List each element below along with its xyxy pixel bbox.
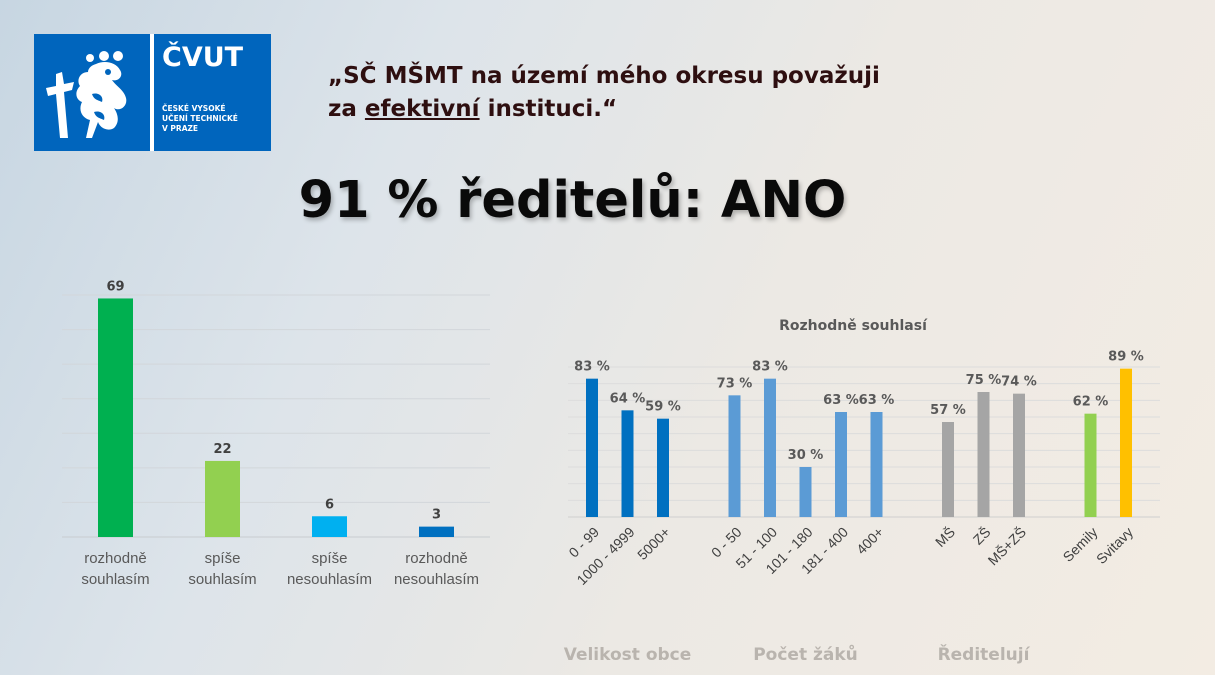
data-label: 83 % xyxy=(574,360,610,375)
bar xyxy=(419,526,454,537)
data-label: 74 % xyxy=(1001,375,1037,390)
question-line-1: „SČ MŠMT na území mého okresu považuji xyxy=(328,63,880,89)
data-label: 3 xyxy=(432,508,441,523)
category-label: Semily xyxy=(1060,524,1101,565)
question-line-2: za efektivní instituci.“ xyxy=(328,93,1028,126)
question-underlined-word: efektivní xyxy=(364,96,480,122)
logo-line-2: UČENÍ TECHNICKÉ xyxy=(162,114,238,123)
category-label: rozhodně xyxy=(84,550,147,567)
group-label: Počet žáků xyxy=(753,643,858,665)
category-label: MŠ xyxy=(932,524,958,550)
category-label: Svitavy xyxy=(1093,524,1136,567)
data-label: 62 % xyxy=(1073,395,1109,410)
logo-line-1: ČESKÉ VYSOKÉ xyxy=(162,104,226,113)
bar xyxy=(621,410,634,517)
bar xyxy=(835,412,847,517)
data-label: 6 xyxy=(325,497,334,512)
category-label: spíše xyxy=(312,550,348,567)
bar xyxy=(98,298,133,537)
data-label: 63 % xyxy=(859,393,895,408)
bar xyxy=(312,516,347,537)
logo-brand: ČVUT xyxy=(162,42,244,73)
group-label: Velikost obce xyxy=(564,645,692,665)
data-label: 30 % xyxy=(788,448,824,463)
data-label: 73 % xyxy=(717,376,753,391)
data-label: 59 % xyxy=(645,400,681,415)
cvut-logo: ČVUT ČESKÉ VYSOKÉ UČENÍ TECHNICKÉ V PRAZ… xyxy=(34,34,271,151)
survey-question: „SČ MŠMT na území mého okresu považuji z… xyxy=(328,60,1028,126)
data-label: 89 % xyxy=(1108,350,1144,365)
data-label: 75 % xyxy=(966,373,1002,388)
category-label: ZŠ xyxy=(970,524,994,548)
headline: 91 % ředitelů: ANO xyxy=(298,171,847,230)
data-label: 83 % xyxy=(752,360,788,375)
bar xyxy=(1013,393,1025,517)
data-label: 57 % xyxy=(930,403,966,418)
category-label: nesouhlasím xyxy=(394,571,479,588)
category-label: 400+ xyxy=(853,524,887,558)
logo-subtitle: ČESKÉ VYSOKÉ UČENÍ TECHNICKÉ V PRAZE xyxy=(162,104,271,134)
bar xyxy=(764,378,776,517)
logo-line-3: V PRAZE xyxy=(162,124,199,133)
data-label: 69 xyxy=(106,279,124,294)
bar xyxy=(799,467,812,517)
bar xyxy=(586,378,598,517)
bar xyxy=(977,392,990,517)
category-label: MŠ+ZŠ xyxy=(985,524,1030,569)
bar xyxy=(205,460,240,537)
bar xyxy=(1120,368,1132,517)
category-label: rozhodně xyxy=(405,550,468,567)
category-label: 5000+ xyxy=(634,524,673,563)
bar xyxy=(657,418,669,517)
chart-title: Rozhodně souhlasí xyxy=(779,318,928,334)
category-label: souhlasím xyxy=(188,571,256,588)
bar xyxy=(1084,413,1097,517)
bar xyxy=(870,412,883,517)
group-label: Ředitelují xyxy=(938,643,1031,665)
category-label: spíše xyxy=(205,550,241,567)
question-prefix: za xyxy=(328,96,365,122)
lion-emblem-icon xyxy=(34,34,150,151)
logo-separator xyxy=(150,34,154,151)
category-label: souhlasím xyxy=(81,571,149,588)
agreement-bar-chart: 69 rozhodně souhlasím 22 spíše souhlasím 6 spíš… xyxy=(62,279,490,588)
data-label: 63 % xyxy=(823,393,859,408)
data-label: 22 xyxy=(213,442,231,457)
bar xyxy=(942,422,954,517)
data-label: 64 % xyxy=(610,391,646,406)
question-suffix: instituci.“ xyxy=(479,96,618,122)
bar xyxy=(728,395,741,517)
category-label: nesouhlasím xyxy=(287,571,372,588)
